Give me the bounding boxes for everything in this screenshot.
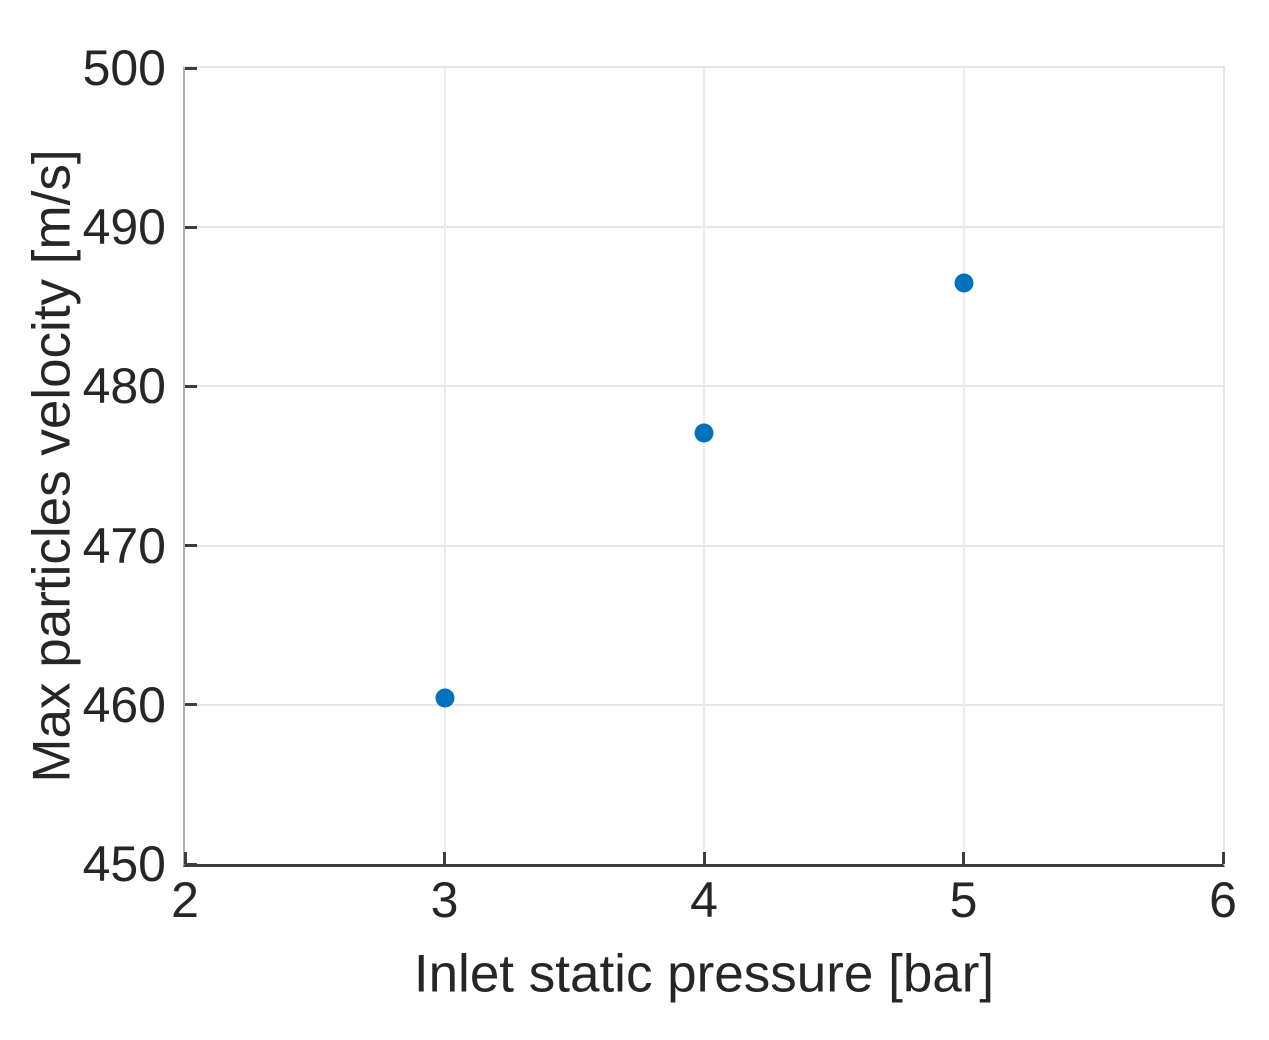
y-tick-label: 460 <box>82 676 166 733</box>
y-tick-label: 470 <box>82 517 166 574</box>
data-point <box>435 688 454 708</box>
x-tick-label: 3 <box>430 872 459 928</box>
y-axis-tick <box>185 544 197 548</box>
x-axis-tick <box>962 852 965 864</box>
x-tick-label: 4 <box>690 872 718 928</box>
data-point <box>954 273 973 293</box>
y-tick-label: 450 <box>82 836 166 892</box>
y-axis-tick <box>185 225 197 229</box>
y-axis-tick <box>185 66 197 70</box>
y-axis-tick <box>185 384 197 388</box>
vertical-gridline <box>962 68 965 864</box>
y-tick-label: 490 <box>82 199 166 256</box>
data-point <box>694 423 714 443</box>
x-tick-label: 2 <box>171 872 199 928</box>
plot-area <box>183 66 1225 867</box>
x-tick-label: 5 <box>949 872 978 928</box>
x-axis-tick <box>702 852 706 864</box>
x-tick-label: 6 <box>1209 872 1237 928</box>
x-axis-tick <box>1221 852 1225 864</box>
y-tick-label: 500 <box>82 40 166 96</box>
vertical-gridline <box>703 68 705 864</box>
x-axis-label: Inlet static pressure [bar] <box>413 944 995 1004</box>
x-axis-tick <box>183 852 187 864</box>
y-tick-label: 480 <box>82 358 166 415</box>
y-axis-tick <box>185 703 197 707</box>
vertical-gridline <box>443 68 446 864</box>
y-axis-tick <box>185 862 197 866</box>
x-axis-tick <box>443 852 446 864</box>
